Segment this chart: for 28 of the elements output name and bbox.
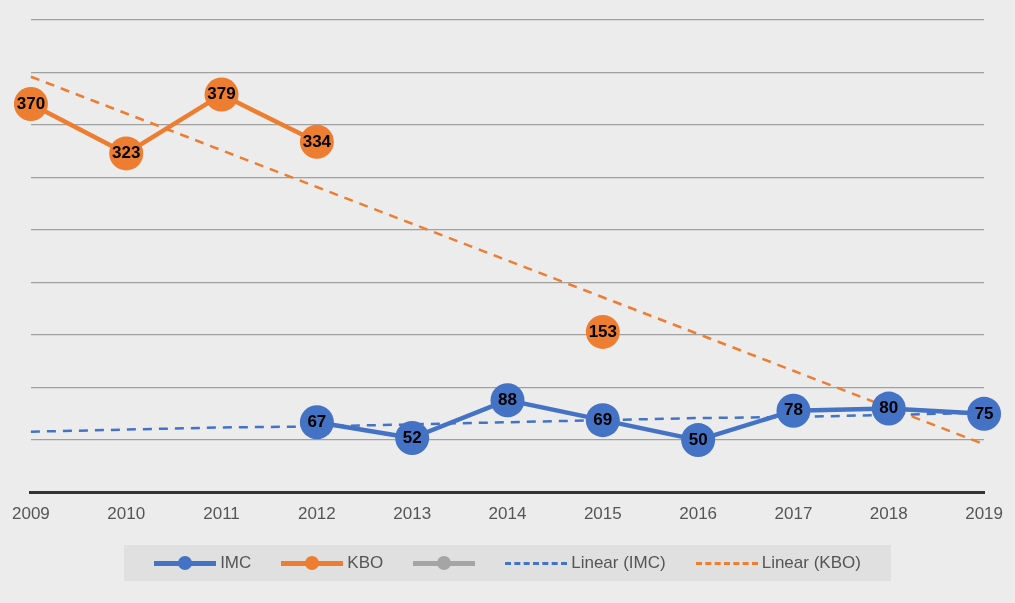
x-tick-label: 2011 bbox=[203, 504, 240, 524]
data-label: 50 bbox=[688, 429, 708, 449]
x-tick-label: 2016 bbox=[679, 504, 718, 524]
legend-label: KBO bbox=[347, 553, 384, 573]
data-label: 379 bbox=[207, 84, 236, 104]
data-label: 75 bbox=[974, 403, 994, 423]
data-label: 370 bbox=[16, 93, 46, 113]
legend-label: Linear (IMC) bbox=[571, 553, 666, 573]
x-tick-label: 2018 bbox=[869, 504, 908, 524]
data-label: 67 bbox=[307, 411, 327, 431]
legend-label: IMC bbox=[220, 553, 252, 573]
x-tick-label: 2009 bbox=[12, 504, 50, 524]
x-tick-label: 2017 bbox=[774, 504, 813, 524]
data-label: 323 bbox=[112, 143, 141, 163]
x-tick-label: 2013 bbox=[393, 504, 432, 524]
data-label: 52 bbox=[402, 427, 422, 447]
data-label: 78 bbox=[783, 400, 803, 420]
data-label: 69 bbox=[593, 409, 613, 429]
data-label: 153 bbox=[588, 321, 618, 341]
x-tick-label: 2012 bbox=[297, 504, 336, 524]
x-tick-label: 2019 bbox=[965, 504, 1003, 524]
x-tick-label: 2015 bbox=[583, 504, 622, 524]
legend-label: Linear (KBO) bbox=[761, 553, 861, 573]
data-label: 334 bbox=[302, 131, 332, 151]
data-label: 88 bbox=[498, 389, 517, 409]
data-label: 80 bbox=[879, 398, 899, 418]
x-tick-label: 2014 bbox=[488, 504, 527, 524]
x-tick-label: 2010 bbox=[107, 504, 146, 524]
